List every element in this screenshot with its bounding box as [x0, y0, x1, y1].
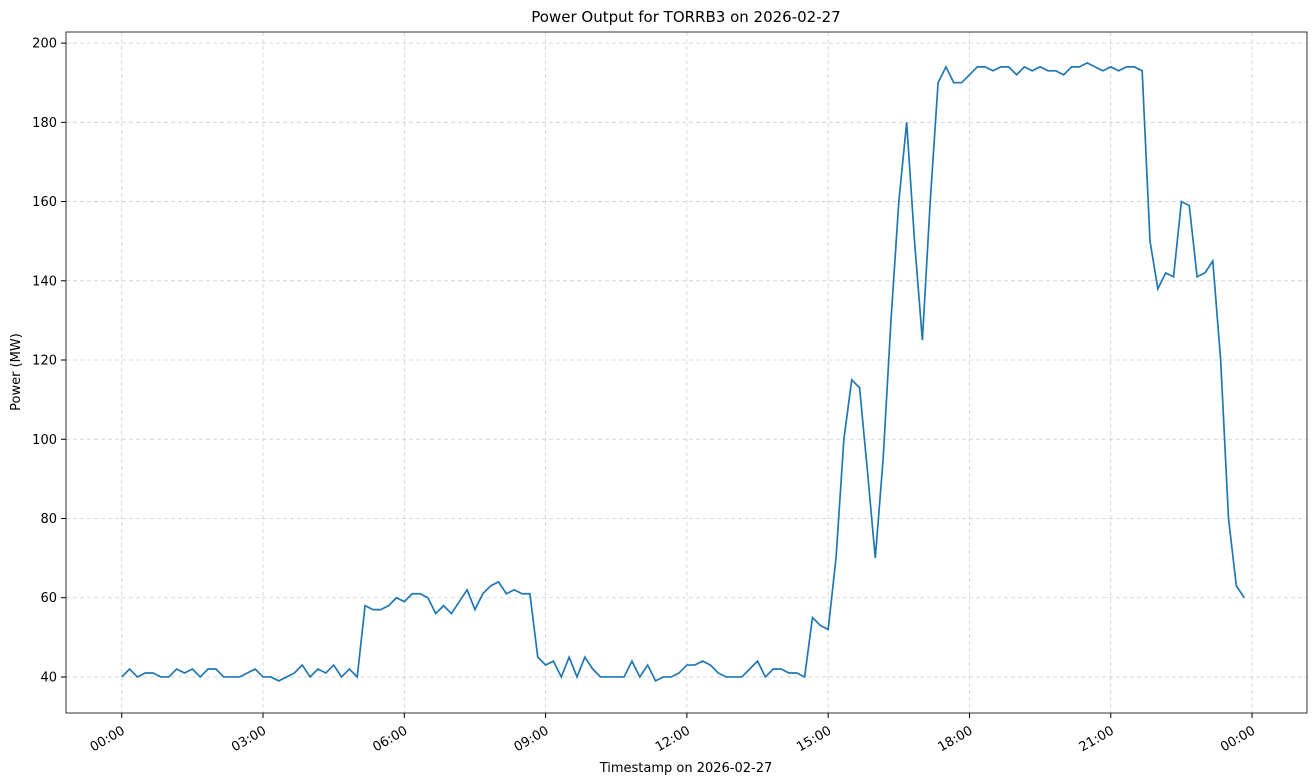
x-tick-label: 12:00 — [653, 723, 693, 755]
plot-frame — [65, 31, 1308, 714]
y-tick-label: 160 — [32, 195, 57, 210]
x-tick-label: 00:00 — [1218, 723, 1258, 755]
y-tick-label: 120 — [32, 354, 57, 369]
x-tick-label: 09:00 — [512, 723, 552, 755]
x-tick-label: 18:00 — [936, 723, 976, 755]
y-tick-label: 180 — [32, 116, 57, 131]
y-tick-label: 140 — [32, 274, 57, 289]
x-axis-label: Timestamp on 2026-02-27 — [599, 761, 773, 776]
x-tick-label: 06:00 — [370, 723, 410, 755]
x-tick-label: 21:00 — [1077, 723, 1117, 755]
y-tick-label: 100 — [32, 433, 57, 448]
x-tick-label: 03:00 — [229, 723, 269, 755]
y-tick-label: 40 — [40, 670, 57, 685]
y-tick-label: 60 — [40, 591, 57, 606]
data-line — [121, 61, 1245, 683]
chart-title: Power Output for TORRB3 on 2026-02-27 — [531, 8, 840, 26]
y-axis-label: Power (MW) — [9, 333, 24, 411]
x-tick-label: 00:00 — [88, 723, 128, 755]
y-tick-label: 200 — [32, 37, 57, 52]
x-tick-label: 15:00 — [794, 723, 834, 755]
y-tick-label: 80 — [40, 512, 57, 527]
